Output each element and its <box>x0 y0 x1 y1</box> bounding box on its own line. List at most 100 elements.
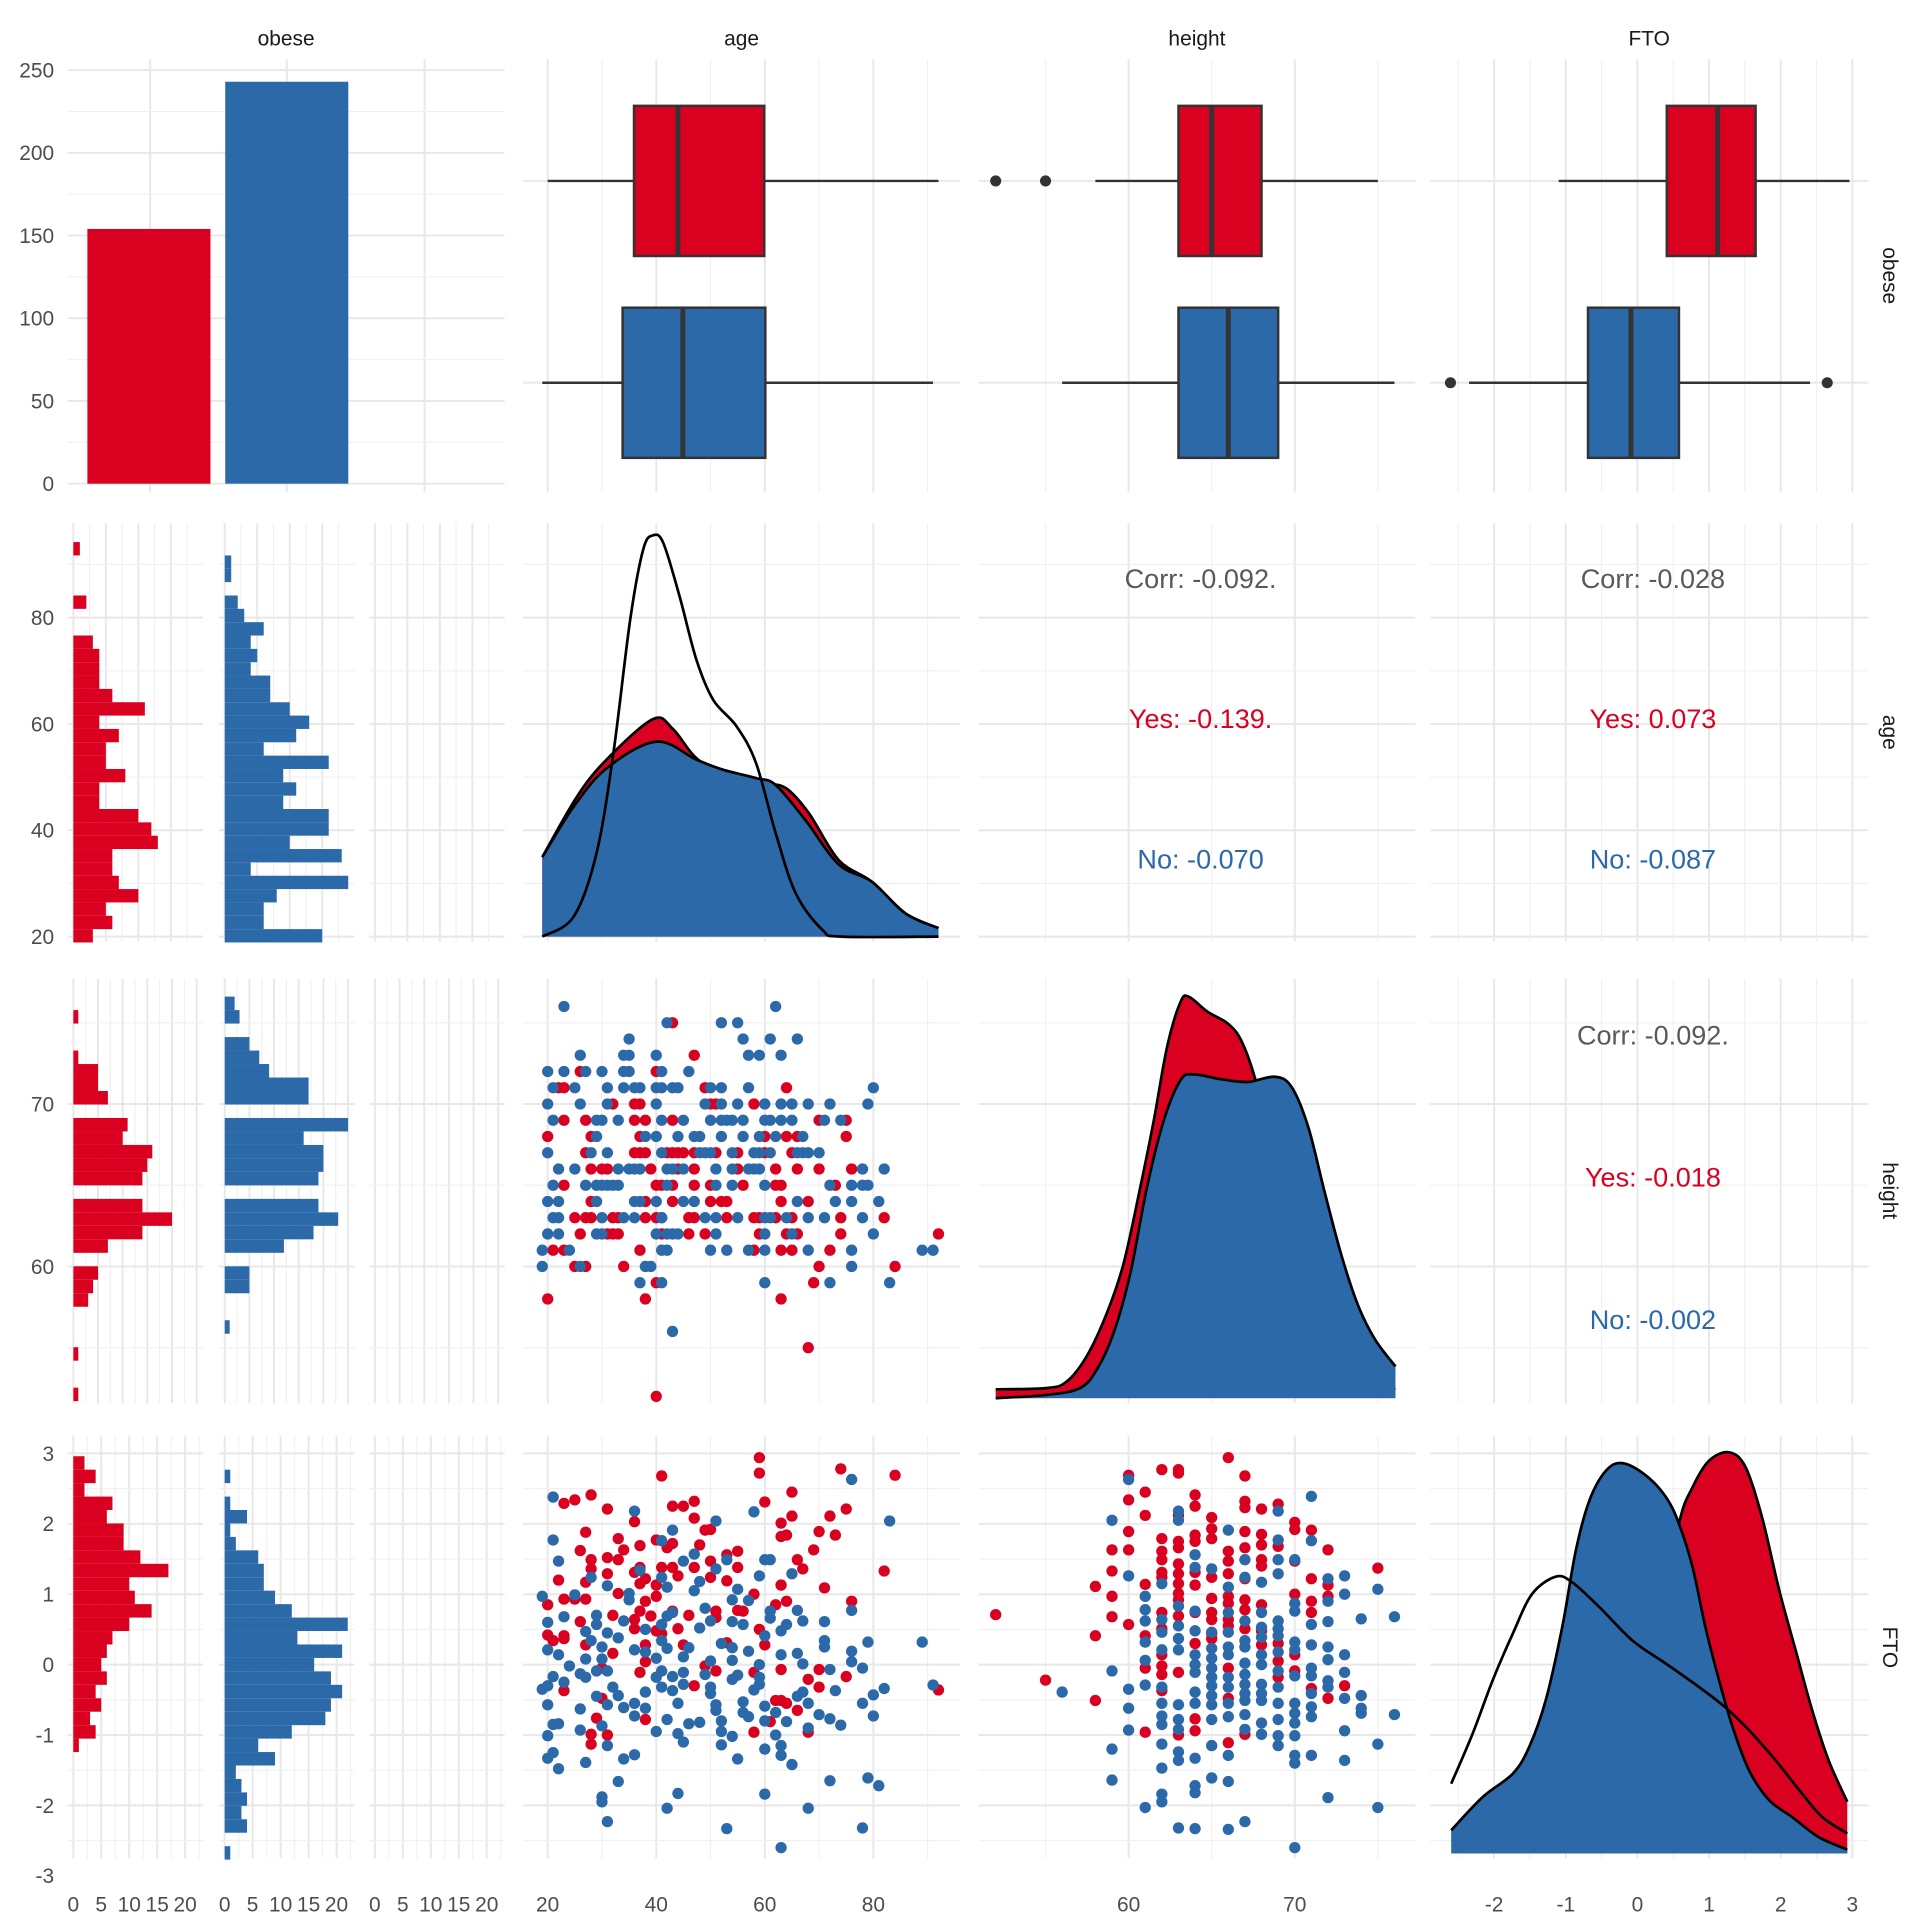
corr-overall-label: Corr: -0.028 <box>1581 563 1725 594</box>
scatter-point-no <box>1289 1644 1301 1656</box>
scatter-point-no <box>1206 1642 1218 1655</box>
histogram-bar-no <box>224 1536 236 1551</box>
scatter-point-no <box>1388 1708 1401 1721</box>
scatter-point-yes <box>1139 1486 1151 1498</box>
scatter-point-no <box>1222 1641 1234 1653</box>
scatter-point-no <box>650 1098 662 1110</box>
scatter-point-yes <box>1172 1577 1185 1590</box>
scatter-point-no <box>547 1534 559 1546</box>
scatter-point-no <box>661 1179 673 1191</box>
density-line-no <box>1450 1461 1848 1851</box>
column-strip-label: FTO <box>1629 28 1670 51</box>
boxplot-outlier <box>990 175 1002 187</box>
scatter-point-no <box>759 1277 771 1289</box>
scatter-point-yes <box>1255 1528 1268 1541</box>
scatter-point-yes <box>1255 1639 1268 1651</box>
scatter-point-yes <box>1189 1535 1201 1548</box>
scatter-point-no <box>623 1065 635 1078</box>
scatter-point-yes <box>585 1728 597 1740</box>
histogram-bar-no <box>224 1091 309 1105</box>
scatter-point-no <box>1222 1711 1234 1723</box>
scatter-point-no <box>753 1147 766 1159</box>
scatter-point-no <box>856 1697 869 1709</box>
scatter-point-yes <box>677 1500 690 1512</box>
histogram-bar-yes <box>73 902 106 916</box>
boxplot-box-yes <box>632 104 766 258</box>
histogram-bar-no <box>224 1266 250 1280</box>
density-line-no <box>541 740 940 930</box>
density-area-no <box>995 1074 1396 1399</box>
scatter-point-no <box>1255 1606 1268 1619</box>
scatter-point-no <box>666 1670 679 1683</box>
scatter-point-yes <box>1106 1590 1118 1602</box>
x-tick-label: 3 <box>1846 1893 1858 1916</box>
scatter-point-yes <box>1089 1630 1102 1642</box>
scatter-point-yes <box>704 1571 717 1583</box>
scatter-point-yes <box>639 1713 652 1726</box>
histogram-bar-yes <box>73 768 126 783</box>
scatter-point-no <box>590 1195 603 1208</box>
scatter-point-yes <box>732 1561 744 1574</box>
scatter-point-yes <box>1189 1725 1201 1737</box>
scatter-point-no <box>1289 1707 1301 1719</box>
scatter-point-no <box>742 1645 755 1657</box>
scatter-point-yes <box>1272 1637 1284 1650</box>
histogram-bar-no <box>224 1684 343 1699</box>
scatter-point-no <box>574 1260 586 1273</box>
histogram-bar-no <box>224 568 232 583</box>
histogram-bar-no <box>224 1523 231 1537</box>
scatter-point-no <box>628 1710 641 1722</box>
scatter-point-yes <box>688 1163 700 1175</box>
scatter-point-no <box>1222 1524 1234 1536</box>
scatter-point-no <box>802 1147 814 1159</box>
scatter-point-no <box>845 1473 858 1486</box>
scatter-point-yes <box>1189 1637 1201 1650</box>
scatter-point-no <box>791 1033 804 1045</box>
histogram-bar-no <box>224 1644 343 1658</box>
scatter-point-yes <box>558 1593 570 1605</box>
scatter-point-no <box>1222 1606 1234 1619</box>
histogram-bar-yes <box>73 1456 85 1470</box>
histogram-bar-no <box>224 702 290 716</box>
scatter-point-no <box>1338 1666 1351 1679</box>
histogram-bar-no <box>224 1550 259 1564</box>
histogram-bar-no <box>224 1792 248 1806</box>
histogram-bar-yes <box>73 849 113 863</box>
scatter-point-no <box>1272 1630 1284 1642</box>
scatter-point-no <box>824 1775 836 1787</box>
scatter-point-yes <box>650 1390 662 1403</box>
scatter-point-no <box>704 1687 717 1700</box>
scatter-point-no <box>1289 1597 1301 1610</box>
scatter-point-no <box>1255 1717 1268 1729</box>
scatter-point-yes <box>786 1510 798 1522</box>
scatter-point-no <box>569 1163 581 1175</box>
scatter-point-no <box>536 1590 548 1602</box>
histogram-bar-no <box>224 875 349 890</box>
scatter-point-yes <box>1039 1674 1052 1686</box>
scatter-point-no <box>710 1563 722 1575</box>
scatter-point-yes <box>1222 1662 1234 1674</box>
scatter-point-no <box>797 1130 809 1143</box>
scatter-point-no <box>618 1082 630 1094</box>
histogram-bar-no <box>224 849 342 863</box>
scatter-point-yes <box>574 1616 586 1628</box>
scatter-point-no <box>780 1618 793 1631</box>
histogram-bar-yes <box>73 1644 107 1658</box>
scatter-point-no <box>710 1163 722 1175</box>
scatter-point-no <box>1172 1822 1185 1834</box>
scatter-point-no <box>1372 1738 1384 1750</box>
scatter-point-no <box>563 1660 576 1672</box>
histogram-bar-yes <box>73 1077 99 1092</box>
scatter-point-no <box>1239 1678 1251 1690</box>
scatter-point-no <box>726 1616 738 1628</box>
scatter-point-yes <box>618 1544 630 1556</box>
boxplot-outlier <box>1040 175 1052 187</box>
scatter-point-yes <box>753 1467 766 1479</box>
scatter-point-no <box>786 1758 798 1771</box>
scatter-point-no <box>759 1700 771 1712</box>
scatter-point-no <box>1355 1689 1367 1702</box>
scatter-point-yes <box>775 1244 787 1256</box>
scatter-point-yes <box>813 1525 825 1538</box>
scatter-point-yes <box>1206 1532 1218 1545</box>
scatter-point-no <box>1139 1604 1151 1616</box>
